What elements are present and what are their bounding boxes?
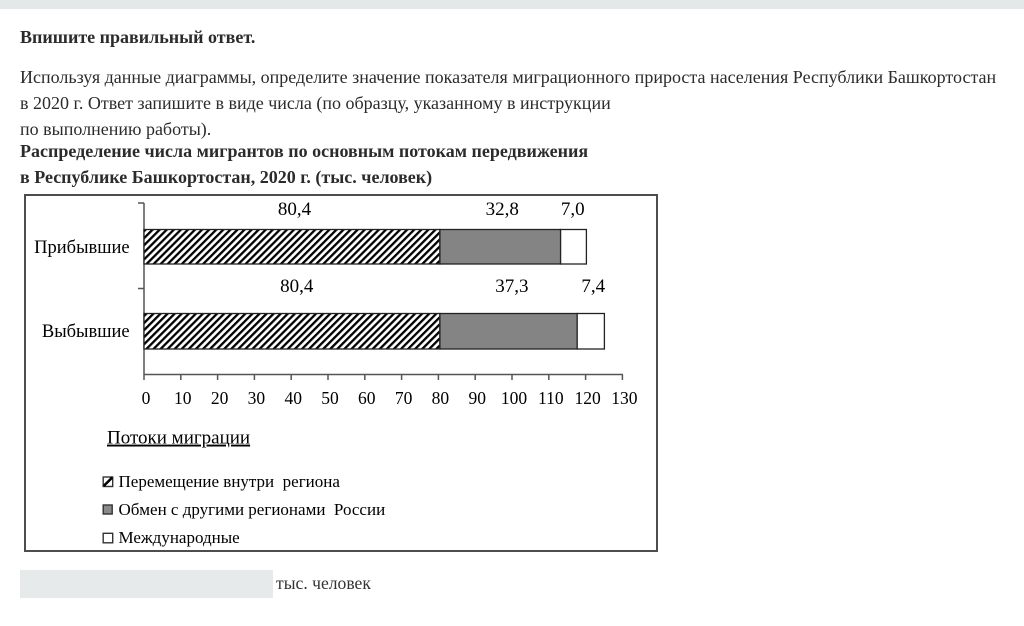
svg-text:7,4: 7,4 — [581, 276, 605, 297]
svg-text:Обмен с другими регионами Рос: Обмен с другими регионами России — [119, 500, 386, 519]
svg-text:40: 40 — [284, 388, 302, 408]
svg-text:60: 60 — [358, 388, 376, 408]
svg-text:90: 90 — [468, 388, 486, 408]
svg-text:Перемещение внутри региона: Перемещение внутри региона — [119, 472, 341, 491]
svg-text:80: 80 — [432, 388, 450, 408]
svg-text:120: 120 — [574, 388, 601, 408]
svg-text:37,3: 37,3 — [495, 276, 528, 297]
svg-text:70: 70 — [395, 388, 413, 408]
svg-text:Международные: Международные — [119, 528, 240, 547]
svg-text:Прибывшие: Прибывшие — [34, 238, 129, 258]
svg-text:110: 110 — [538, 388, 564, 408]
svg-text:20: 20 — [211, 388, 229, 408]
svg-text:80,4: 80,4 — [278, 199, 312, 220]
svg-text:Выбывшие: Выбывшие — [42, 322, 130, 342]
svg-text:130: 130 — [611, 388, 638, 408]
svg-text:80,4: 80,4 — [280, 276, 314, 297]
svg-text:50: 50 — [321, 388, 339, 408]
svg-text:100: 100 — [501, 388, 528, 408]
svg-text:0: 0 — [142, 388, 151, 408]
svg-text:7,0: 7,0 — [561, 199, 585, 220]
svg-text:32,8: 32,8 — [486, 199, 519, 220]
svg-text:30: 30 — [248, 388, 266, 408]
svg-text:10: 10 — [174, 388, 192, 408]
svg-text:Потоки миграции: Потоки миграции — [107, 428, 250, 449]
